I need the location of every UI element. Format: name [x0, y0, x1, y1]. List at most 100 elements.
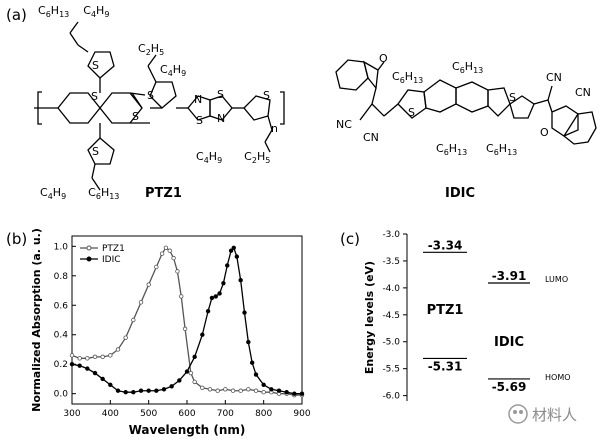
data-point-idic	[138, 388, 144, 393]
legend-label-idic: IDIC	[102, 255, 121, 265]
x-tick-label: 400	[102, 409, 119, 419]
idic-thiophene-right	[509, 95, 535, 119]
idic-name: IDIC	[445, 186, 475, 201]
ptz1-atoms: S S S S S N S S N S n	[91, 59, 278, 158]
data-point-idic	[205, 308, 211, 314]
atom-s: S	[92, 59, 99, 72]
idic-right-five	[551, 105, 579, 137]
data-point-ptz1	[138, 300, 144, 305]
data-point-idic	[131, 390, 136, 395]
atom-s: S	[92, 145, 99, 158]
idic-ring-b	[455, 81, 489, 113]
x-tick-label: 900	[293, 409, 310, 419]
data-point-ptz1	[200, 385, 205, 390]
data-point-idic	[242, 310, 247, 315]
data-point-idic	[192, 354, 197, 360]
idic-ring-a	[423, 79, 457, 113]
lumo-value-ptz1: -3.34	[428, 238, 463, 252]
data-point-ptz1	[115, 347, 121, 352]
x-tick-label: 700	[217, 409, 234, 419]
x-tick-label: 300	[63, 409, 80, 419]
ptz1-lower-chain: C4H9 C6H13	[40, 186, 119, 201]
data-point-ptz1	[167, 248, 172, 253]
data-point-ptz1	[253, 388, 259, 393]
material-label-idic: IDIC	[494, 335, 524, 350]
nitrile-right-a: CN	[546, 71, 562, 84]
idic-ring-c	[487, 87, 511, 117]
y-tick-label: -5.0	[382, 338, 400, 348]
data-point-idic	[269, 387, 274, 392]
x-tick-label: 500	[140, 409, 157, 419]
data-point-ptz1	[207, 387, 213, 392]
idic-structure	[335, 59, 597, 145]
y-axis-label: Energy levels (eV)	[363, 261, 376, 374]
data-point-ptz1	[179, 294, 184, 299]
data-point-idic	[69, 362, 75, 367]
panel-label-b: (b)	[6, 230, 27, 248]
data-point-idic	[284, 390, 289, 395]
data-point-ptz1	[192, 379, 197, 385]
data-point-idic	[123, 390, 128, 395]
y-tick-label: -3.5	[382, 257, 400, 267]
data-point-ptz1	[146, 282, 151, 287]
data-point-ptz1	[238, 388, 243, 393]
atom-s: S	[196, 114, 203, 127]
data-point-idic	[92, 370, 98, 376]
y-tick-label: 0.8	[54, 272, 69, 282]
data-point-idic	[85, 366, 90, 371]
idic-right-benzene	[563, 111, 597, 145]
data-point-ptz1	[92, 354, 98, 360]
ptz1-right-chain: C4H9 C2H5	[196, 150, 270, 165]
ptz1-upper-chain: C2H5	[138, 42, 164, 57]
material-label-ptz1: PTZ1	[427, 303, 464, 318]
idic-hexyl-4: C6H13	[486, 142, 517, 157]
energy-level-chart: -3.0 -3.5 -4.0 -4.5 -5.0 -5.5 -6.0 Energy level…	[363, 230, 571, 402]
data-point-idic	[115, 388, 121, 393]
data-point-idic	[100, 376, 105, 382]
data-point-ptz1	[123, 335, 128, 340]
data-point-ptz1	[246, 387, 251, 392]
atom-s: S	[217, 88, 224, 101]
data-point-idic	[221, 280, 226, 286]
watermark-text: 材料人	[532, 406, 577, 424]
legend-marker-idic	[86, 256, 92, 262]
data-point-idic	[177, 378, 182, 383]
homo-value-idic: -5.69	[492, 380, 527, 394]
atom-s: S	[263, 89, 270, 102]
y-tick-label: 0.2	[54, 360, 68, 370]
y-axis-label: Normalized Absorption (a. u.)	[30, 228, 43, 412]
homo-label: HOMO	[545, 373, 571, 382]
data-point-idic	[249, 360, 255, 365]
data-point-ptz1	[261, 390, 266, 395]
watermark-logo-icon	[508, 404, 528, 424]
ttz-ring-right	[209, 95, 233, 121]
data-point-ptz1	[154, 264, 159, 270]
data-point-ptz1	[223, 387, 228, 392]
panel-label-c: (c)	[340, 230, 360, 248]
ptz1-structure	[34, 21, 285, 191]
data-point-idic	[231, 245, 236, 250]
data-point-idic	[108, 382, 113, 388]
data-point-idic	[77, 363, 82, 368]
idic-left-benzene	[335, 59, 369, 91]
data-point-idic	[213, 294, 218, 299]
thiophene-right-ring	[243, 95, 271, 121]
atom-n: N	[194, 93, 202, 106]
data-point-ptz1	[171, 255, 176, 261]
data-point-ptz1	[175, 269, 180, 274]
data-point-idic	[184, 369, 190, 374]
data-point-ptz1	[230, 388, 236, 393]
data-point-ptz1	[215, 388, 220, 393]
data-point-ptz1	[188, 370, 194, 376]
y-tick-label: 0.6	[54, 301, 69, 311]
x-tick-label: 800	[255, 409, 272, 419]
lumo-label: LUMO	[545, 275, 568, 284]
atom-o: O	[379, 52, 388, 65]
y-tick-label: -4.5	[382, 311, 400, 321]
ptz1-upper-chain-b: C4H9	[160, 63, 186, 78]
data-point-ptz1	[163, 245, 169, 250]
repeat-unit-n: n	[271, 122, 278, 135]
y-tick-label: 1.0	[54, 242, 69, 252]
idic-hexyl-3: C6H13	[436, 142, 467, 157]
